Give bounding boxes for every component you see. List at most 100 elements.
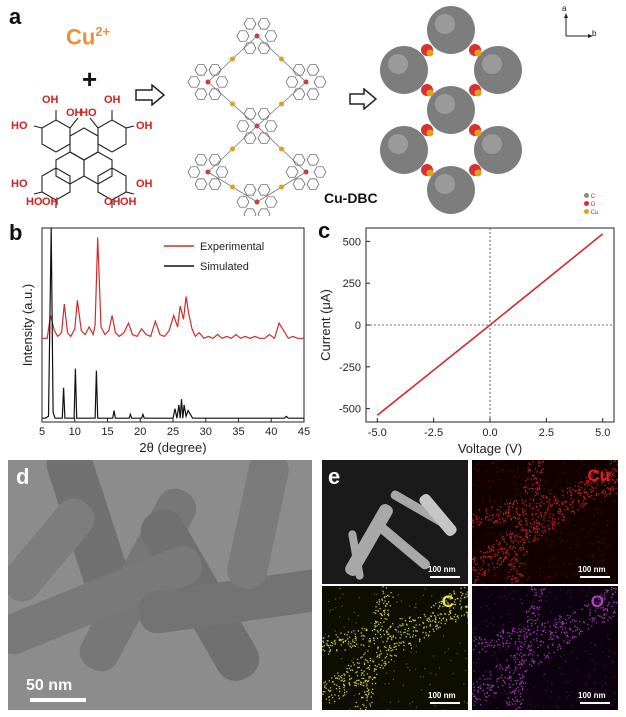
copper-atom <box>426 89 434 97</box>
map-speckle <box>472 460 618 584</box>
framework-node <box>236 184 278 216</box>
scale-bar <box>30 698 86 702</box>
legend-entry: Simulated <box>200 261 249 273</box>
framework-wireframe <box>187 18 327 216</box>
tile-scale-label: 100 nm <box>578 565 606 574</box>
ligand-ho-1: HO <box>11 120 28 132</box>
legend-entry: Experimental <box>200 241 264 253</box>
panel-b-letter: b <box>9 220 23 245</box>
x-tick-label: 25 <box>167 426 179 438</box>
series-line-experimental <box>42 237 304 340</box>
framework-spacefill <box>380 6 522 214</box>
scale-bar-label: 50 nm <box>26 677 73 694</box>
ligand-structure <box>33 110 135 208</box>
panel-a-letter: a <box>9 4 22 29</box>
x-axis-label: 2θ (degree) <box>139 440 206 455</box>
x-tick-label: 10 <box>69 426 81 438</box>
copper-site <box>279 101 284 107</box>
ligand-oh-6: OH <box>42 196 59 208</box>
copper-atom <box>474 129 482 137</box>
copper-atom <box>474 169 482 177</box>
xrd-chart: 5 10 15 20 25 30 35 40 45 2θ (degree) Intensity (a… <box>20 227 310 455</box>
x-tick-label: 20 <box>134 426 146 438</box>
atom-legend-c: C <box>584 193 598 201</box>
x-tick-label: 0.0 <box>482 427 497 439</box>
copper-atom <box>474 49 482 57</box>
copper-atom <box>474 89 482 97</box>
x-tick-label: 45 <box>298 426 310 438</box>
product-label: Cu-DBC <box>324 190 378 206</box>
iv-chart: -5.0 -2.5 0.0 2.5 5.0 -500 -250 0 250 500 Voltage … <box>318 227 615 456</box>
framework-highlight <box>435 14 455 34</box>
cu-map-label: Cu <box>587 466 610 485</box>
framework-highlight <box>435 94 455 114</box>
x-tick-label: -2.5 <box>424 427 443 439</box>
framework-highlight <box>388 134 408 154</box>
x-tick-label: 35 <box>232 426 244 438</box>
series-line-simulated <box>42 227 304 419</box>
panel-e-letter: e <box>328 464 341 489</box>
tem-image: d 50 nm <box>8 460 312 710</box>
copper-site <box>230 184 235 190</box>
x-tick-label: 5.0 <box>595 427 610 439</box>
copper-atom <box>426 129 434 137</box>
ligand-oh-8: OH <box>120 196 137 208</box>
x-tick-label: -5.0 <box>368 427 387 439</box>
ligand-oh-3: OH <box>104 94 121 106</box>
ligand-oh-1: OH <box>42 94 59 106</box>
c-map-tile: C 100 nm <box>322 586 468 710</box>
ligand-oh-4: OH <box>136 120 153 132</box>
x-tick-label: 40 <box>265 426 277 438</box>
panel-d-letter: d <box>16 464 30 489</box>
ligand-ho-2: HO <box>80 107 97 119</box>
cu-map-tile: Cu 100 nm <box>472 460 618 584</box>
framework-highlight <box>435 174 455 194</box>
c-map-label: C <box>441 592 454 611</box>
tile-scale-label: 100 nm <box>428 691 456 700</box>
arrow-right-icon <box>135 84 166 106</box>
y-tick-label: 500 <box>343 236 361 248</box>
x-tick-label: 15 <box>101 426 113 438</box>
tile-scale-bar <box>580 702 610 704</box>
crystal-axes-icon <box>564 13 593 38</box>
x-tick-label: 30 <box>200 426 212 438</box>
iv-curve <box>376 233 604 416</box>
axis-a-label: a <box>562 4 567 13</box>
ligand-ho-4: HO <box>26 196 43 208</box>
tem-nanorods <box>8 460 312 710</box>
sem-tile: e 100 nm <box>322 460 468 584</box>
atom-legend-cu: Cu <box>584 209 598 217</box>
x-axis-label: Voltage (V) <box>458 441 522 456</box>
o-map-label: O <box>590 592 604 611</box>
copper-atom <box>426 49 434 57</box>
x-tick-label: 5 <box>39 426 45 438</box>
copper-site <box>279 146 284 152</box>
copper-ion-charge: 2+ <box>95 24 111 39</box>
y-tick-label: 250 <box>343 278 361 290</box>
copper-site <box>230 101 235 107</box>
y-tick-label: 0 <box>355 320 361 332</box>
tile-scale-bar <box>580 576 610 578</box>
y-axis-label: Intensity (a.u.) <box>20 284 35 366</box>
copper-atom <box>426 169 434 177</box>
copper-site <box>279 184 284 190</box>
ligand-oh-2: OH <box>66 107 83 119</box>
tile-scale-bar <box>430 702 460 704</box>
map-speckle <box>322 586 468 710</box>
y-tick-label: -500 <box>339 404 361 416</box>
arrow-right-icon <box>349 88 378 110</box>
plus-sign: + <box>82 64 98 94</box>
ligand-ho-3: HO <box>11 178 28 190</box>
copper-site <box>230 56 235 62</box>
framework-highlight <box>388 54 408 74</box>
o-map-tile: O 100 nm <box>472 586 618 710</box>
atom-legend-o: O <box>584 201 598 209</box>
x-tick-label: 2.5 <box>539 427 554 439</box>
atom-legend: C O Cu <box>584 193 598 217</box>
copper-site <box>230 146 235 152</box>
y-tick-label: -250 <box>339 362 361 374</box>
map-speckle <box>472 586 618 710</box>
panel-c-letter: c <box>318 218 331 243</box>
tile-scale-label: 100 nm <box>578 691 606 700</box>
framework-node <box>236 108 278 144</box>
